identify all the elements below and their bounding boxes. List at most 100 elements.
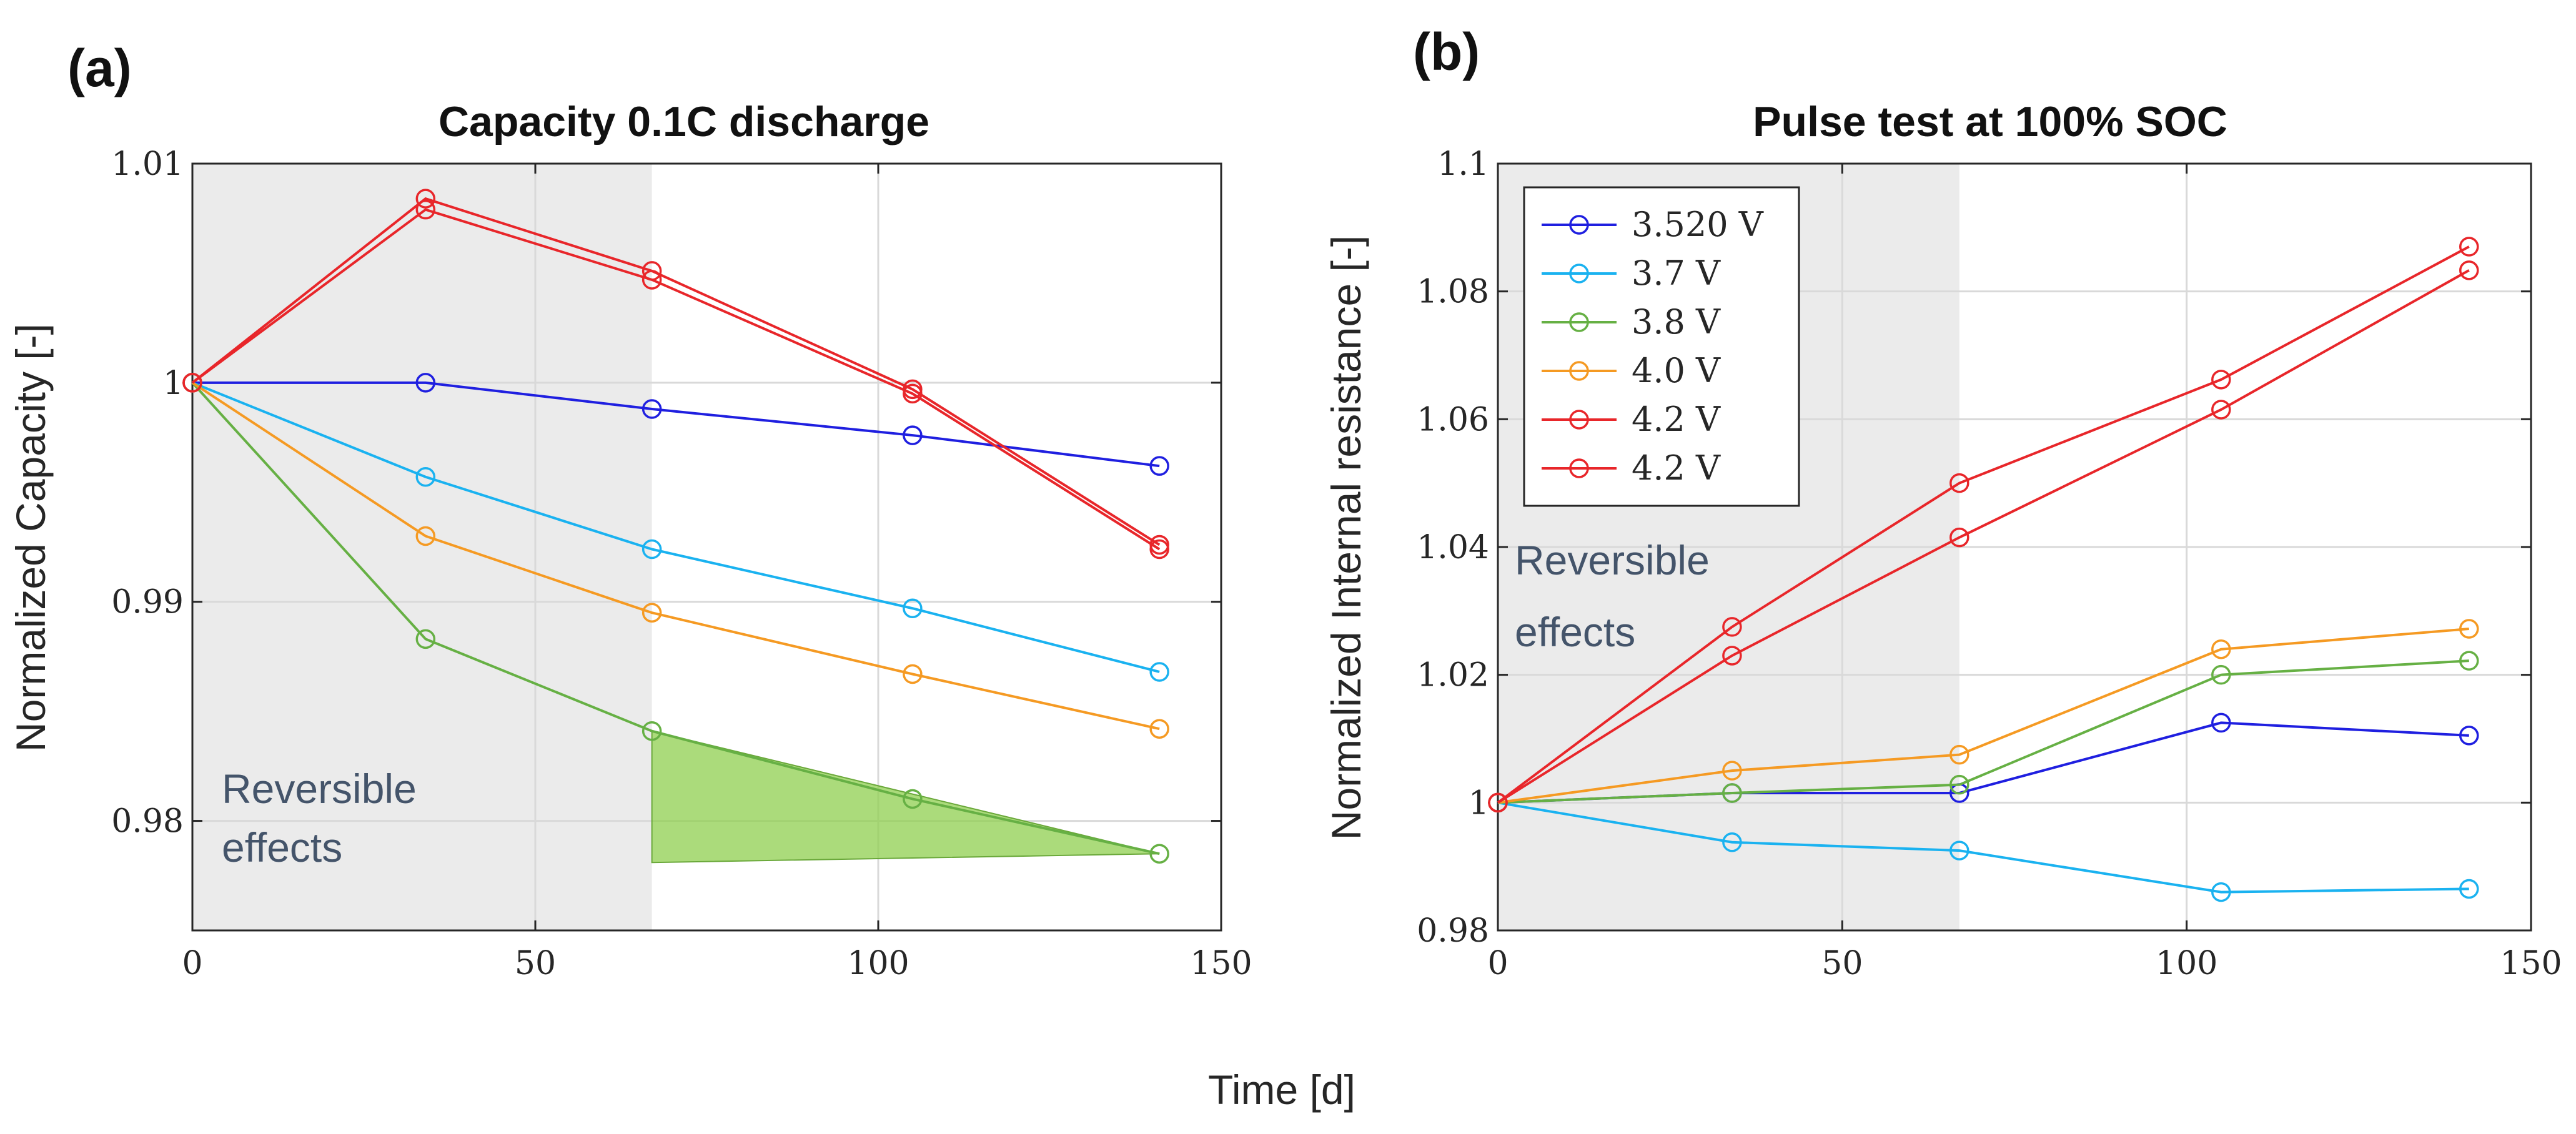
panel-a-annotation-reversible: Reversible (222, 766, 417, 812)
panel-b-series-line (1497, 659, 2469, 804)
panel-a-data-point (415, 466, 436, 487)
panel-a-x-tick-label: 100 (847, 945, 909, 982)
panel-b-legend-marker (1569, 312, 1589, 332)
panel-a-series-line (192, 382, 1160, 673)
panel-b-data-point (2459, 619, 2479, 639)
panel-b-x-tick-label: 50 (1821, 945, 1863, 982)
panel-a-data-point (642, 603, 662, 623)
panel-a-series-line (191, 382, 1160, 855)
panel-b-legend-item: 4.2 V (1542, 400, 1721, 439)
panel-b-legend-marker (1569, 458, 1589, 478)
panel-a-data-point (903, 664, 923, 684)
panel-b-x-tick-label: 150 (2500, 945, 2562, 982)
panel-a-data-point (182, 373, 202, 393)
panel-b-legend-label: 4.2 V (1632, 400, 1721, 439)
panel-b-data-point (1949, 527, 1969, 548)
panel-b-data-point (1722, 783, 1742, 803)
panel-a-data-point (415, 189, 436, 209)
panel-a-plot-area: 0 50 100 150 0.98 0.99 1 1.01 Reversible effects (111, 145, 1252, 982)
panel-b-data-point (2211, 882, 2231, 902)
panel-a-x-tick-label: 0 (182, 945, 202, 982)
panel-b-series-line (1497, 627, 2469, 804)
panel-a-data-point (903, 425, 923, 445)
panel-a-x-tick-label: 150 (1190, 945, 1252, 982)
panel-b-legend-marker (1569, 264, 1589, 284)
panel-b-plot-area: 0 50 100 150 0.98 1 1.02 1.04 1.06 1.08 1.1 Reversi… (1417, 145, 2562, 982)
panel-a-data-point (415, 373, 436, 393)
panel-b-data-point (2211, 664, 2231, 685)
panel-b: (b) Pulse test at 100% SOC Normalized In… (1323, 22, 2562, 982)
panel-b-data-point (2211, 639, 2231, 659)
panel-b-legend-marker (1569, 410, 1589, 430)
panel-a-data-point (642, 270, 662, 290)
panel-b-legend-label: 3.520 V (1632, 205, 1764, 244)
panel-b-data-point (2459, 879, 2479, 899)
panel-a-y-tick-label: 0.98 (111, 803, 184, 841)
panel-b-legend-marker (1569, 215, 1589, 235)
panel-b-y-tick-label: 1.04 (1417, 529, 1489, 566)
panel-a-data-point (903, 598, 923, 618)
panel-a-annotation-effects: effects (222, 824, 342, 870)
panel-a-data-point (415, 629, 436, 649)
panel-b-data-point (1949, 774, 1969, 795)
panel-b-annotation-effects: effects (1515, 609, 1635, 655)
panel-b-series-5 (1488, 260, 2479, 813)
panel-a-series-line (191, 382, 1160, 731)
panel-a-series-line (191, 208, 1161, 551)
panel-b-legend-item: 4.0 V (1542, 351, 1721, 390)
panel-b-legend: 3.520 V 3.7 V 3.8 V 4.0 V 4.2 V 4.2 V (1523, 186, 1800, 507)
panel-a-title: Capacity 0.1C discharge (438, 98, 929, 145)
panel-a-x-tick-label: 50 (515, 945, 556, 982)
panel-b-data-point (2459, 237, 2479, 257)
panel-b-data-point (1949, 473, 1969, 493)
panel-a-data-point (903, 383, 923, 404)
panel-b-y-tick-label: 1.08 (1417, 274, 1489, 311)
panel-b-data-point (1722, 761, 1742, 781)
panel-b-data-point (1949, 744, 1969, 765)
panel-b-y-tick-label: 1.06 (1417, 401, 1489, 438)
panel-b-series-4 (1488, 237, 2479, 813)
panel-b-legend-label: 3.8 V (1632, 302, 1721, 342)
panel-a-ylabel: Normalized Capacity [-] (7, 323, 54, 752)
panel-b-legend-label: 4.0 V (1632, 351, 1721, 390)
panel-a-data-point (1149, 844, 1169, 864)
panel-a-data-point (642, 721, 662, 741)
panel-b-y-tick-label: 0.98 (1417, 912, 1489, 950)
panel-a-series-5 (182, 199, 1169, 560)
panel-b-ylabel: Normalized Internal resistance [-] (1323, 235, 1369, 840)
panel-b-annotation-reversible: Reversible (1515, 537, 1710, 583)
panel-b-label: (b) (1413, 22, 1480, 81)
panel-a-data-point (1149, 662, 1169, 682)
panel-a-label: (a) (67, 39, 132, 97)
panel-a: (a) Capacity 0.1C discharge Normalized C… (7, 39, 1252, 982)
panel-b-legend-item: 3.8 V (1542, 302, 1721, 342)
panel-b-data-point (2211, 712, 2231, 733)
panel-a-shaded-region (192, 164, 652, 930)
figure-xlabel: Time [d] (1208, 1067, 1355, 1113)
panel-a-data-point (642, 539, 662, 560)
panel-b-data-point (1722, 832, 1742, 852)
panel-b-series-line (1497, 245, 2470, 804)
panel-b-data-point (1722, 646, 1742, 666)
panel-b-legend-item: 4.2 V (1542, 448, 1721, 488)
panel-a-data-point (1149, 539, 1169, 560)
panel-b-data-point (1722, 617, 1742, 637)
panel-a-data-point (642, 399, 662, 419)
panel-b-legend-item: 3.7 V (1542, 254, 1721, 293)
panel-b-y-tick-label: 1 (1469, 784, 1489, 822)
panel-b-legend-marker (1569, 361, 1589, 381)
panel-a-axes-box (191, 162, 1222, 932)
panel-a-data-point (415, 526, 436, 546)
panel-a-y-tick-label: 1 (163, 365, 184, 402)
panel-b-y-tick-label: 1.1 (1437, 145, 1489, 183)
panel-a-y-tick-label: 0.99 (111, 584, 184, 621)
panel-a-data-point (1149, 719, 1169, 739)
panel-b-series-line (1497, 269, 2470, 804)
panel-b-data-point (2459, 260, 2479, 280)
panel-b-data-point (1488, 792, 1508, 813)
panel-b-legend-label: 4.2 V (1632, 448, 1721, 488)
panel-b-legend-box (1523, 186, 1800, 507)
panel-b-x-tick-label: 0 (1487, 945, 1508, 982)
panel-a-data-point (415, 199, 436, 220)
panel-b-data-point (1949, 841, 1969, 860)
